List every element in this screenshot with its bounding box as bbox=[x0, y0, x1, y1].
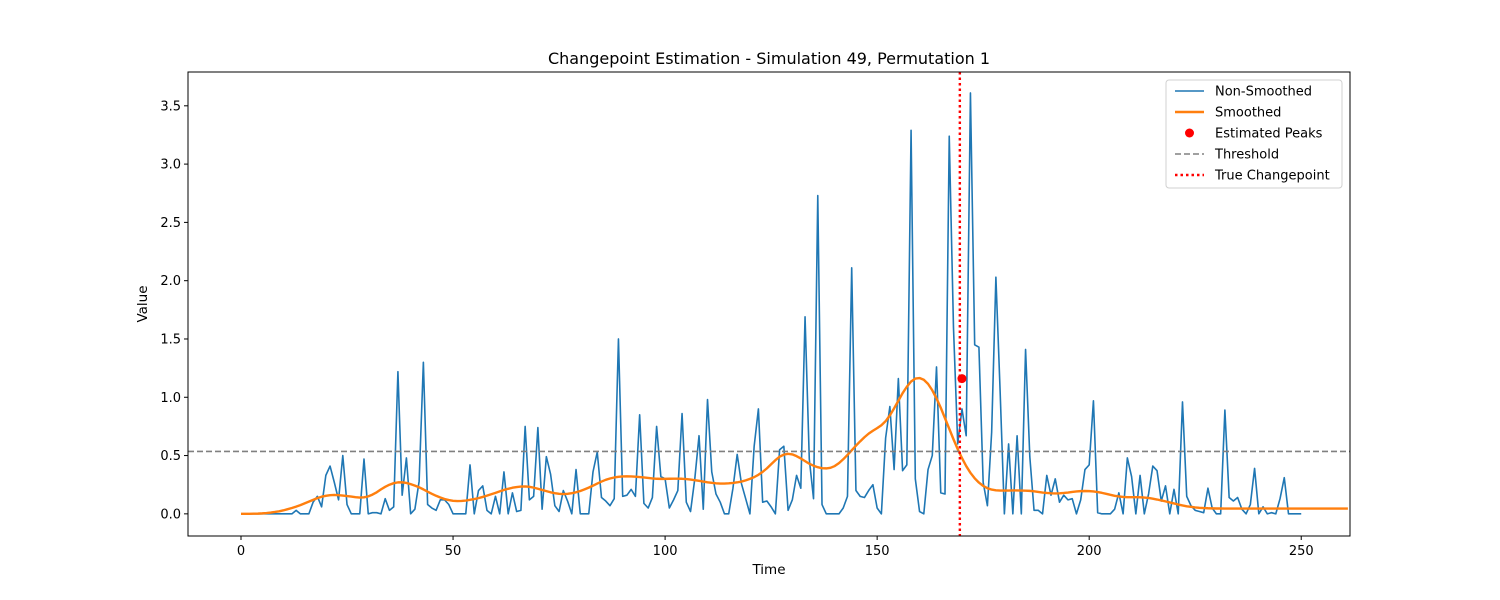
x-axis: 0 50 100 150 200 250 bbox=[237, 536, 1314, 559]
y-tick-label: 3.0 bbox=[160, 158, 181, 173]
y-tick-label: 2.0 bbox=[160, 274, 181, 289]
x-axis-label: Time bbox=[751, 562, 785, 578]
legend-estimated-peaks-label: Estimated Peaks bbox=[1215, 127, 1323, 142]
y-tick-label: 3.5 bbox=[160, 99, 181, 114]
y-tick-label: 0.0 bbox=[160, 507, 181, 522]
y-axis: 0.0 0.5 1.0 1.5 2.0 2.5 3.0 3.5 bbox=[160, 99, 188, 522]
y-tick-label: 2.5 bbox=[160, 216, 181, 231]
chart-title: Changepoint Estimation - Simulation 49, … bbox=[548, 49, 990, 68]
y-tick-label: 1.0 bbox=[160, 391, 181, 406]
legend-smoothed-label: Smoothed bbox=[1215, 106, 1281, 121]
plot-frame bbox=[187, 71, 1351, 537]
y-tick-label: 0.5 bbox=[160, 449, 181, 464]
series-line-non-smoothed bbox=[241, 92, 1302, 515]
y-axis-label: Value bbox=[135, 285, 151, 322]
legend: Non-Smoothed Smoothed Estimated Peaks Thres… bbox=[1165, 79, 1343, 189]
x-tick-label: 200 bbox=[1077, 544, 1102, 559]
x-tick-label: 50 bbox=[445, 544, 462, 559]
x-tick-label: 100 bbox=[653, 544, 678, 559]
legend-non-smoothed-label: Non-Smoothed bbox=[1215, 85, 1312, 100]
series-line-smoothed bbox=[241, 376, 1348, 516]
x-tick-label: 0 bbox=[237, 544, 245, 559]
legend-threshold-label: Threshold bbox=[1214, 148, 1279, 163]
plot-area bbox=[187, 71, 1351, 537]
x-tick-label: 250 bbox=[1289, 544, 1314, 559]
legend-box bbox=[1165, 79, 1343, 189]
x-tick-label: 150 bbox=[865, 544, 890, 559]
y-tick-label: 1.5 bbox=[160, 332, 181, 347]
legend-estimated-peaks-swatch bbox=[1185, 128, 1194, 138]
estimated-peak-point bbox=[957, 374, 967, 384]
legend-true-changepoint-label: True Changepoint bbox=[1214, 169, 1330, 184]
